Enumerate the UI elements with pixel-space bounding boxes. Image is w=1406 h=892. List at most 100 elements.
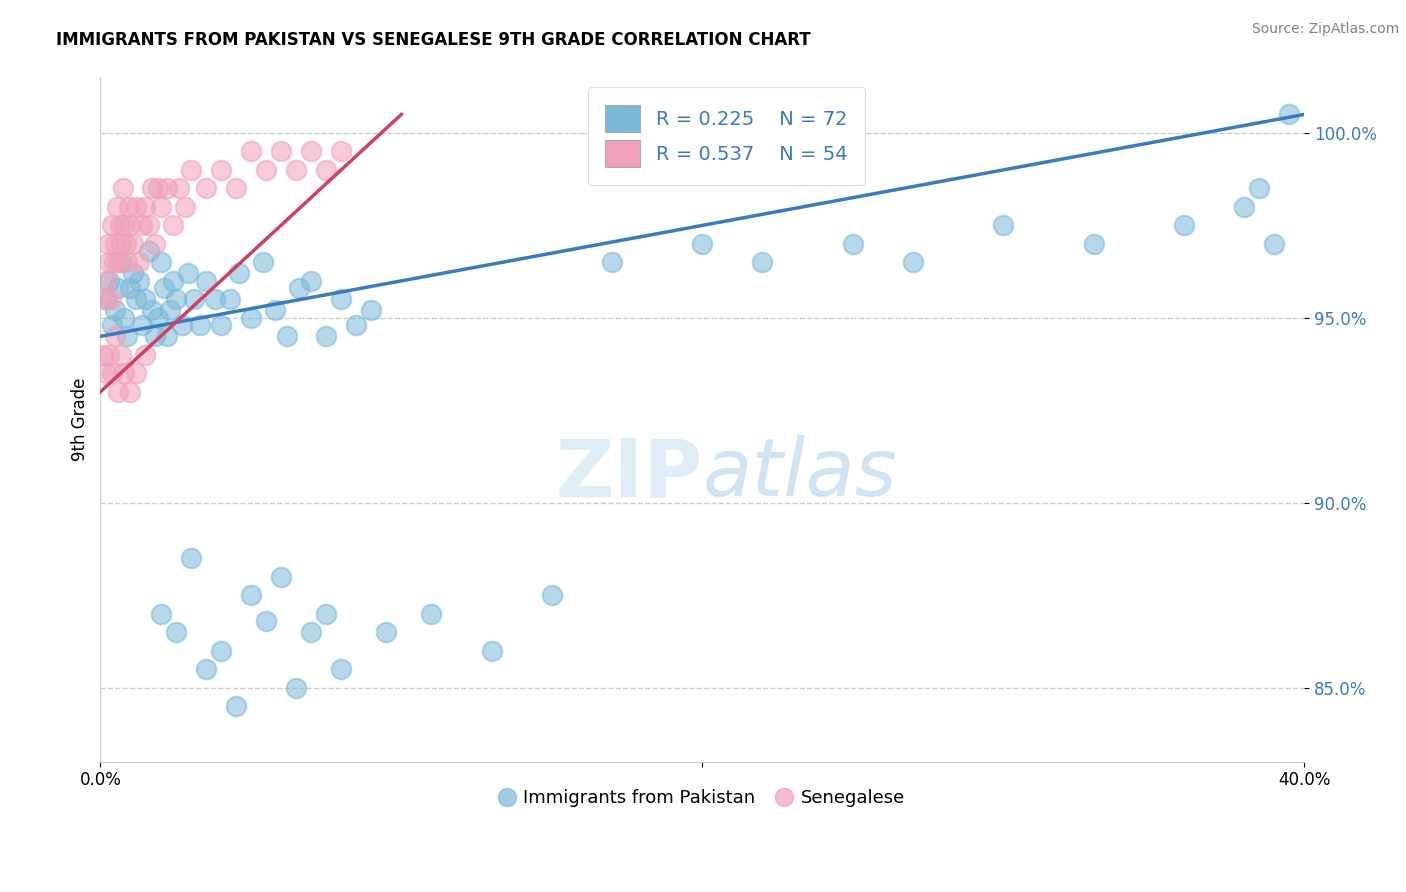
Point — [420, 607, 443, 621]
Point — [98, 348, 121, 362]
Point — [120, 281, 142, 295]
Point — [100, 293, 122, 307]
Point — [270, 145, 292, 159]
Point — [122, 236, 145, 251]
Point — [1263, 236, 1285, 251]
Point — [112, 310, 135, 325]
Point — [1083, 236, 1105, 251]
Point — [204, 293, 226, 307]
Point — [264, 303, 287, 318]
Point — [96, 274, 118, 288]
Point — [155, 181, 177, 195]
Point — [107, 384, 129, 399]
Point — [1247, 181, 1270, 195]
Point — [690, 236, 713, 251]
Point — [94, 293, 117, 307]
Point — [96, 293, 118, 307]
Point — [98, 255, 121, 269]
Point — [134, 293, 156, 307]
Point — [315, 329, 337, 343]
Point — [194, 181, 217, 195]
Point — [146, 181, 169, 195]
Point — [117, 329, 139, 343]
Point — [188, 318, 211, 333]
Point — [162, 219, 184, 233]
Point — [176, 267, 198, 281]
Point — [149, 255, 172, 269]
Point — [751, 255, 773, 269]
Point — [481, 644, 503, 658]
Point — [110, 255, 132, 269]
Point — [254, 162, 277, 177]
Point — [125, 200, 148, 214]
Point — [98, 274, 121, 288]
Point — [138, 244, 160, 259]
Point — [299, 274, 322, 288]
Point — [149, 607, 172, 621]
Point — [288, 281, 311, 295]
Point — [180, 551, 202, 566]
Point — [108, 219, 131, 233]
Point — [101, 367, 124, 381]
Point — [143, 236, 166, 251]
Point — [228, 267, 250, 281]
Point — [101, 219, 124, 233]
Point — [1233, 200, 1256, 214]
Point — [117, 255, 139, 269]
Point — [167, 181, 190, 195]
Point — [104, 236, 127, 251]
Point — [299, 625, 322, 640]
Point — [375, 625, 398, 640]
Point — [315, 607, 337, 621]
Point — [252, 255, 274, 269]
Point — [209, 644, 232, 658]
Point — [194, 662, 217, 676]
Point — [254, 614, 277, 628]
Point — [115, 236, 138, 251]
Point — [285, 681, 308, 695]
Point — [299, 145, 322, 159]
Point — [901, 255, 924, 269]
Text: ZIP: ZIP — [555, 435, 702, 514]
Point — [209, 318, 232, 333]
Point — [183, 293, 205, 307]
Point — [165, 625, 187, 640]
Point — [360, 303, 382, 318]
Point — [173, 200, 195, 214]
Point — [105, 200, 128, 214]
Point — [104, 303, 127, 318]
Point — [330, 293, 353, 307]
Point — [118, 200, 141, 214]
Point — [180, 162, 202, 177]
Point — [93, 348, 115, 362]
Point — [165, 293, 187, 307]
Point — [104, 329, 127, 343]
Point — [134, 200, 156, 214]
Point — [270, 570, 292, 584]
Point — [218, 293, 240, 307]
Point — [209, 162, 232, 177]
Point — [170, 318, 193, 333]
Y-axis label: 9th Grade: 9th Grade — [72, 378, 89, 461]
Point — [239, 145, 262, 159]
Point — [111, 181, 134, 195]
Point — [239, 588, 262, 602]
Point — [110, 236, 132, 251]
Point — [225, 181, 247, 195]
Point — [540, 588, 562, 602]
Point — [993, 219, 1015, 233]
Point — [330, 145, 353, 159]
Point — [107, 255, 129, 269]
Point — [97, 236, 120, 251]
Point — [125, 367, 148, 381]
Point — [112, 219, 135, 233]
Point — [276, 329, 298, 343]
Point — [1173, 219, 1195, 233]
Point — [344, 318, 367, 333]
Legend: Immigrants from Pakistan, Senegalese: Immigrants from Pakistan, Senegalese — [492, 782, 912, 814]
Point — [143, 329, 166, 343]
Point — [107, 281, 129, 295]
Point — [103, 255, 125, 269]
Point — [138, 219, 160, 233]
Point — [330, 662, 353, 676]
